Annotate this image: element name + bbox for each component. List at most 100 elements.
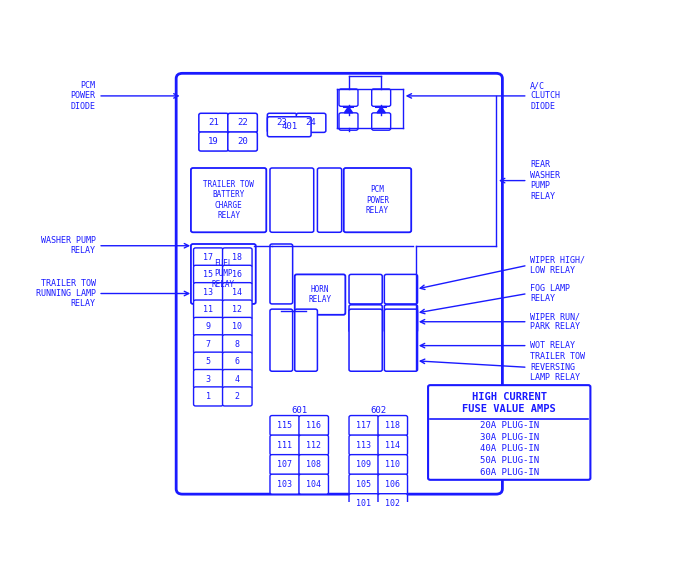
Text: 6: 6 [235, 357, 240, 366]
Text: 23: 23 [277, 118, 288, 127]
FancyBboxPatch shape [270, 309, 292, 371]
FancyBboxPatch shape [318, 168, 341, 232]
FancyBboxPatch shape [194, 387, 223, 406]
Text: 5: 5 [206, 357, 211, 366]
Text: 30A PLUG-IN: 30A PLUG-IN [479, 433, 539, 442]
Text: 115: 115 [277, 421, 292, 430]
FancyBboxPatch shape [384, 275, 418, 304]
FancyBboxPatch shape [194, 335, 223, 354]
Text: 21: 21 [208, 118, 219, 127]
Text: 2: 2 [235, 392, 240, 401]
Text: 118: 118 [386, 421, 401, 430]
Text: WIPER HIGH/
LOW RELAY: WIPER HIGH/ LOW RELAY [530, 255, 585, 275]
FancyBboxPatch shape [428, 385, 590, 480]
FancyBboxPatch shape [228, 113, 257, 133]
FancyBboxPatch shape [378, 455, 407, 474]
Text: WOT RELAY: WOT RELAY [530, 341, 575, 350]
FancyBboxPatch shape [270, 435, 299, 455]
Text: 601: 601 [291, 406, 307, 415]
Text: A/C
CLUTCH
DIODE: A/C CLUTCH DIODE [530, 81, 560, 111]
FancyBboxPatch shape [378, 416, 407, 435]
Text: 12: 12 [233, 305, 242, 314]
FancyBboxPatch shape [270, 168, 313, 232]
Text: 9: 9 [206, 323, 211, 332]
FancyBboxPatch shape [299, 474, 328, 494]
Text: FUEL
PUMP
RELAY: FUEL PUMP RELAY [211, 259, 235, 289]
FancyBboxPatch shape [339, 113, 358, 130]
FancyBboxPatch shape [299, 416, 328, 435]
Polygon shape [344, 107, 353, 113]
FancyBboxPatch shape [270, 244, 292, 304]
FancyBboxPatch shape [194, 283, 223, 302]
FancyBboxPatch shape [270, 455, 299, 474]
Text: 16: 16 [233, 270, 242, 279]
Text: 19: 19 [208, 137, 219, 146]
Text: 103: 103 [277, 479, 292, 488]
FancyBboxPatch shape [194, 369, 223, 389]
Text: PCM
POWER
RELAY: PCM POWER RELAY [366, 185, 389, 215]
Text: 1: 1 [206, 392, 211, 401]
Text: 15: 15 [203, 270, 214, 279]
FancyBboxPatch shape [349, 494, 379, 514]
FancyBboxPatch shape [270, 474, 299, 494]
FancyBboxPatch shape [194, 352, 223, 371]
Text: 17: 17 [203, 253, 214, 262]
Text: 114: 114 [386, 440, 401, 450]
FancyBboxPatch shape [296, 113, 326, 133]
FancyBboxPatch shape [349, 416, 379, 435]
FancyBboxPatch shape [191, 168, 267, 232]
FancyBboxPatch shape [349, 309, 382, 371]
FancyBboxPatch shape [349, 305, 382, 332]
FancyBboxPatch shape [299, 455, 328, 474]
Text: 112: 112 [306, 440, 321, 450]
FancyBboxPatch shape [222, 369, 252, 389]
Text: 11: 11 [203, 305, 214, 314]
FancyBboxPatch shape [267, 117, 311, 136]
FancyBboxPatch shape [222, 352, 252, 371]
Text: 20: 20 [237, 137, 248, 146]
Text: HORN
RELAY: HORN RELAY [309, 285, 332, 305]
FancyBboxPatch shape [222, 387, 252, 406]
FancyBboxPatch shape [194, 318, 223, 337]
Text: 40A PLUG-IN: 40A PLUG-IN [479, 444, 539, 453]
Text: 109: 109 [356, 460, 371, 469]
Text: 102: 102 [386, 499, 401, 508]
Text: 107: 107 [277, 460, 292, 469]
Text: 106: 106 [386, 479, 401, 488]
FancyBboxPatch shape [270, 416, 299, 435]
Text: TRAILER TOW
RUNNING LAMP
RELAY: TRAILER TOW RUNNING LAMP RELAY [35, 279, 95, 309]
FancyBboxPatch shape [222, 300, 252, 319]
FancyBboxPatch shape [194, 300, 223, 319]
Text: 20A PLUG-IN: 20A PLUG-IN [479, 421, 539, 430]
FancyBboxPatch shape [222, 283, 252, 302]
FancyBboxPatch shape [199, 132, 228, 151]
FancyBboxPatch shape [294, 309, 318, 371]
FancyBboxPatch shape [378, 474, 407, 494]
FancyBboxPatch shape [339, 89, 358, 107]
Text: 113: 113 [356, 440, 371, 450]
Text: 3: 3 [206, 374, 211, 384]
Text: 401: 401 [281, 122, 297, 131]
FancyBboxPatch shape [349, 275, 382, 304]
Text: WIPER RUN/
PARK RELAY: WIPER RUN/ PARK RELAY [530, 312, 580, 332]
Text: 4: 4 [235, 374, 240, 384]
FancyBboxPatch shape [222, 318, 252, 337]
Text: 14: 14 [233, 288, 242, 297]
Text: 50A PLUG-IN: 50A PLUG-IN [479, 456, 539, 465]
Text: 111: 111 [277, 440, 292, 450]
Text: 602: 602 [370, 406, 386, 415]
FancyBboxPatch shape [378, 494, 407, 514]
Text: 7: 7 [206, 340, 211, 349]
Text: 60A PLUG-IN: 60A PLUG-IN [479, 468, 539, 477]
Text: TRAILER TOW
BATTERY
CHARGE
RELAY: TRAILER TOW BATTERY CHARGE RELAY [203, 180, 254, 220]
FancyBboxPatch shape [349, 455, 379, 474]
FancyBboxPatch shape [299, 435, 328, 455]
Polygon shape [377, 107, 386, 113]
Text: 24: 24 [306, 118, 316, 127]
FancyBboxPatch shape [194, 248, 223, 267]
FancyBboxPatch shape [294, 275, 345, 315]
FancyBboxPatch shape [199, 113, 228, 133]
FancyBboxPatch shape [344, 168, 411, 232]
FancyBboxPatch shape [349, 435, 379, 455]
Text: REAR
WASHER
PUMP
RELAY: REAR WASHER PUMP RELAY [530, 161, 560, 201]
